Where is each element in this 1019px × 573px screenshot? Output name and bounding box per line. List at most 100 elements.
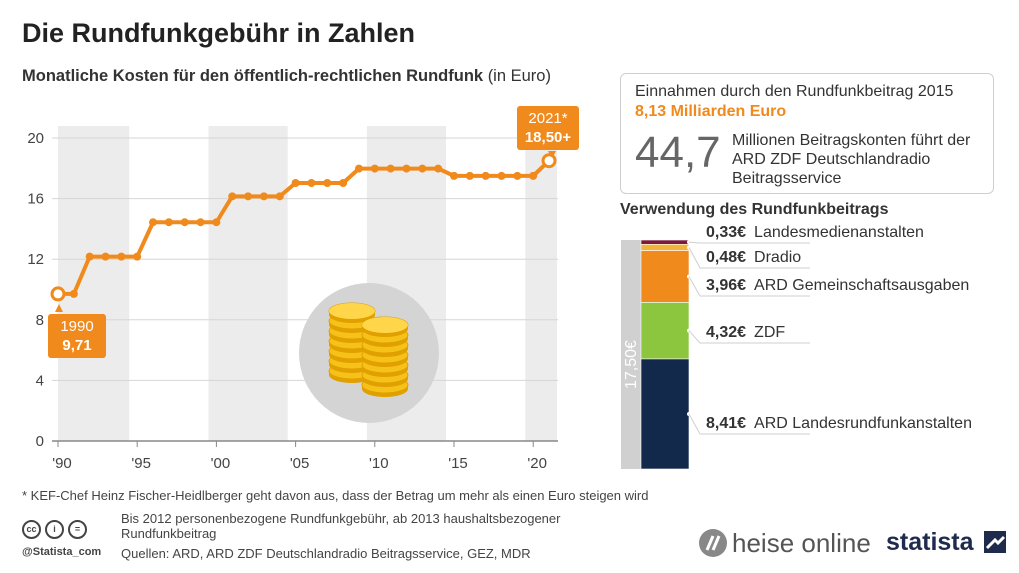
data-point-2011 bbox=[386, 164, 395, 173]
heise-logo: heise online bbox=[698, 528, 871, 559]
data-point-1999 bbox=[196, 218, 205, 227]
data-point-1995 bbox=[133, 252, 142, 261]
data-point-2017 bbox=[481, 171, 490, 180]
y-tick-20: 20 bbox=[27, 130, 44, 147]
accounts-number: 44,7 bbox=[635, 128, 721, 177]
callout-2021-value: 18,50+ bbox=[524, 129, 572, 146]
coins-icon bbox=[299, 283, 439, 423]
data-point-2013 bbox=[418, 164, 427, 173]
usage-leader-4 bbox=[688, 413, 810, 435]
x-tick-4: '10 bbox=[369, 455, 389, 472]
usage-name-1: Dradio bbox=[754, 249, 802, 266]
data-point-1990 bbox=[50, 286, 66, 302]
x-tick-2: '00 bbox=[211, 455, 231, 472]
data-point-2008 bbox=[339, 178, 348, 187]
data-point-2012 bbox=[402, 164, 411, 173]
data-point-1998 bbox=[180, 218, 189, 227]
usage-leader-0 bbox=[688, 241, 810, 244]
data-point-1997 bbox=[164, 218, 173, 227]
data-point-1996 bbox=[149, 218, 158, 227]
subtitle-unit: (in Euro) bbox=[487, 67, 551, 85]
x-tick-5: '15 bbox=[448, 455, 468, 472]
statista-logo-icon bbox=[983, 531, 1006, 553]
data-point-2000 bbox=[212, 218, 221, 227]
statista-logo: statista bbox=[886, 528, 1006, 557]
nd-icon: = bbox=[68, 520, 87, 539]
accounts-description: Millionen Beitragskonten führt der ARD Z… bbox=[732, 132, 971, 187]
usage-segment-0 bbox=[640, 239, 690, 245]
usage-name-3: ZDF bbox=[754, 324, 786, 341]
shaded-period-3 bbox=[525, 126, 557, 441]
cc-icon: cc bbox=[22, 520, 41, 539]
usage-name-4: ARD Landesrundfunkanstalten bbox=[754, 415, 972, 432]
x-tick-3: '05 bbox=[290, 455, 310, 472]
data-point-2014 bbox=[434, 164, 443, 173]
usage-amount-4: 8,41€ bbox=[706, 415, 747, 432]
sources: Quellen: ARD, ARD ZDF Deutschlandradio B… bbox=[121, 546, 531, 561]
shaded-periods bbox=[58, 126, 557, 441]
usage-label-3: 4,32€ ZDF bbox=[706, 324, 785, 342]
data-point-2009 bbox=[354, 164, 363, 173]
line-chart: 0 4 8 12 16 20 '90 '95 '00 '05 '10 '15 '20 bbox=[27, 126, 558, 472]
x-tick-0: '90 bbox=[52, 455, 72, 472]
statista-handle: @Statista_com bbox=[22, 546, 102, 558]
callout-1990: 1990 9,71 bbox=[48, 314, 106, 358]
data-point-2019 bbox=[513, 171, 522, 180]
data-point-1992 bbox=[85, 252, 94, 261]
chart-subtitle: Monatliche Kosten für den öffentlich-rec… bbox=[22, 67, 551, 86]
data-point-2007 bbox=[323, 178, 332, 187]
coin-stack-right bbox=[362, 317, 408, 333]
usage-name-2: ARD Gemeinschaftsausgaben bbox=[754, 277, 970, 294]
usage-segment-1 bbox=[640, 244, 690, 251]
data-point-1993 bbox=[101, 252, 110, 261]
callout-2021-year: 2021* bbox=[528, 110, 568, 127]
usage-label-1: 0,48€ Dradio bbox=[706, 249, 801, 267]
series-line bbox=[55, 151, 556, 312]
usage-amount-0: 0,33€ bbox=[706, 224, 747, 241]
usage-label-2: 3,96€ ARD Gemeinschaftsausgaben bbox=[706, 277, 969, 295]
usage-segment-2 bbox=[640, 250, 690, 303]
data-point-2020 bbox=[529, 171, 538, 180]
data-point-2002 bbox=[244, 192, 253, 201]
callout-2021: 2021* 18,50+ bbox=[517, 106, 579, 150]
usage-amount-1: 0,48€ bbox=[706, 249, 747, 266]
usage-amount-2: 3,96€ bbox=[706, 277, 747, 294]
info-value: 8,13 Milliarden Euro bbox=[635, 103, 787, 120]
data-point-2006 bbox=[307, 178, 316, 187]
data-point-2005 bbox=[291, 178, 300, 187]
usage-segment-4 bbox=[640, 358, 690, 470]
x-tick-1: '95 bbox=[131, 455, 151, 472]
subtitle-text: Monatliche Kosten für den öffentlich-rec… bbox=[22, 67, 484, 85]
data-point-2003 bbox=[259, 192, 268, 201]
usage-amount-3: 4,32€ bbox=[706, 324, 747, 341]
y-tick-4: 4 bbox=[36, 372, 44, 389]
usage-segment-3 bbox=[640, 302, 690, 360]
data-point-2010 bbox=[370, 164, 379, 173]
shaded-period-0 bbox=[58, 126, 130, 441]
y-tick-8: 8 bbox=[36, 312, 44, 329]
data-point-2021 bbox=[541, 153, 557, 169]
usage-title: Verwendung des Rundfunkbeitrags bbox=[620, 201, 889, 218]
callout-1990-value: 9,71 bbox=[62, 337, 92, 354]
by-icon: i bbox=[45, 520, 64, 539]
info-heading: Einnahmen durch den Rundfunkbeitrag 2015 bbox=[635, 83, 954, 100]
usage-leader-3 bbox=[688, 330, 810, 344]
footnote: * KEF-Chef Heinz Fischer-Heidlberger geh… bbox=[22, 488, 649, 503]
data-point-1994 bbox=[117, 252, 126, 261]
data-point-2004 bbox=[275, 192, 284, 201]
y-tick-0: 0 bbox=[36, 433, 44, 450]
y-tick-16: 16 bbox=[27, 191, 44, 208]
data-point-2001 bbox=[228, 192, 237, 201]
usage-label-4: 8,41€ ARD Landesrundfunkanstalten bbox=[706, 415, 972, 433]
series-points bbox=[50, 153, 557, 302]
x-axis-ticks: '90 '95 '00 '05 '10 '15 '20 bbox=[52, 441, 547, 472]
note: Bis 2012 personenbezogene Rundfunkgebühr… bbox=[121, 511, 561, 541]
data-point-2016 bbox=[465, 171, 474, 180]
series-path bbox=[58, 159, 551, 296]
data-point-2018 bbox=[497, 171, 506, 180]
y-tick-12: 12 bbox=[27, 251, 44, 268]
revenue-info-box: Einnahmen durch den Rundfunkbeitrag 2015… bbox=[620, 73, 994, 194]
shaded-period-1 bbox=[208, 126, 288, 441]
coin-stack-left bbox=[329, 303, 375, 319]
heise-logo-icon bbox=[699, 529, 727, 557]
